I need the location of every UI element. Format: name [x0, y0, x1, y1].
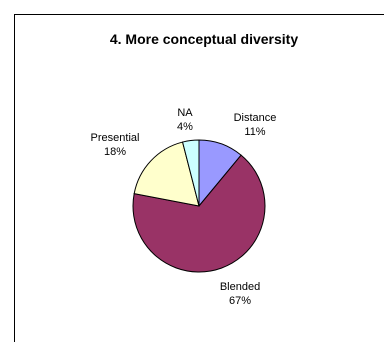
slice-label-distance-name: Distance: [234, 112, 277, 124]
label-group: Distance 11% Blended 67% Presential 18% NA 4%: [91, 107, 277, 307]
slice-label-presential-name: Presential: [91, 132, 140, 144]
slice-label-blended-name: Blended: [220, 281, 260, 293]
slice-label-na-name: NA: [177, 107, 193, 119]
chart-title: 4. More conceptual diversity: [110, 31, 298, 47]
pie-slice-presential: [133, 141, 200, 207]
slice-label-distance-value: 11%: [244, 126, 265, 138]
pie-slice-blended: [132, 154, 266, 273]
slice-label-na-value: 4%: [177, 121, 193, 133]
slice-label-blended-value: 67%: [229, 295, 251, 307]
slice-label-presential-value: 18%: [104, 146, 126, 158]
pie-group: [132, 139, 266, 273]
pie-slice-na: [181, 139, 200, 207]
